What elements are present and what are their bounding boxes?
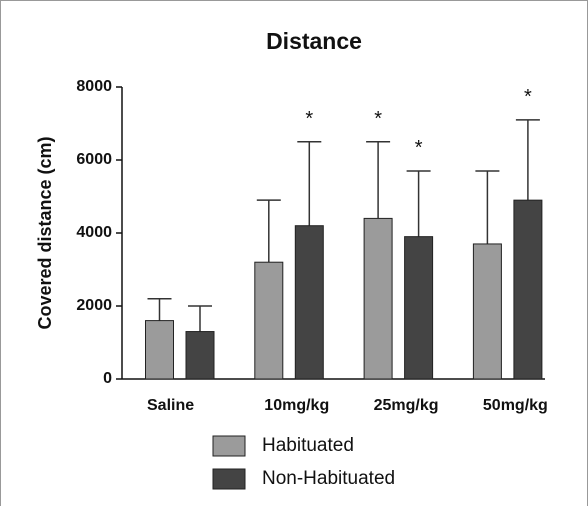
significance-mark: * — [524, 86, 532, 108]
bar — [404, 236, 434, 380]
y-tick-label: 4000 — [76, 224, 112, 241]
legend-swatch — [212, 435, 246, 457]
significance-mark: * — [415, 137, 423, 159]
x-tick-label: Saline — [147, 397, 194, 414]
y-tick-label: 8000 — [76, 78, 112, 95]
y-tick-label: 6000 — [76, 151, 112, 168]
x-tick-label: 25mg/kg — [374, 397, 439, 414]
bar — [254, 261, 284, 380]
y-tick-label: 2000 — [76, 297, 112, 314]
bar — [472, 243, 502, 380]
x-tick-label: 50mg/kg — [483, 397, 548, 414]
bar — [513, 199, 543, 380]
legend-label: Non-Habituated — [262, 468, 395, 489]
legend-label: Habituated — [262, 435, 354, 456]
bar — [294, 225, 324, 380]
legend-swatch — [212, 468, 246, 490]
y-axis-label: Covered distance (cm) — [35, 136, 55, 329]
y-tick-label: 0 — [103, 370, 112, 387]
chart-title: Distance — [266, 28, 362, 54]
bar — [363, 217, 393, 380]
bar — [145, 320, 174, 380]
significance-mark: * — [305, 108, 313, 130]
significance-mark: * — [374, 108, 382, 130]
bar — [185, 331, 215, 380]
x-tick-label: 10mg/kg — [264, 397, 329, 414]
